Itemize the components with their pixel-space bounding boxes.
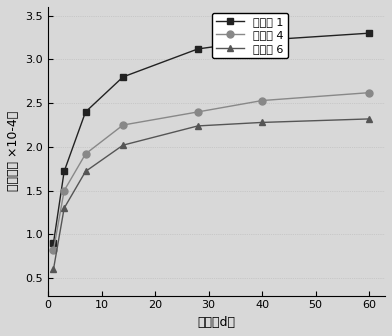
配合比 1 (83, 110, 88, 114)
配合比 6 (121, 143, 125, 147)
配合比 1 (51, 241, 56, 245)
配合比 4 (121, 123, 125, 127)
配合比 6 (83, 169, 88, 173)
配合比 4 (51, 248, 56, 252)
Line: 配合比 1: 配合比 1 (50, 30, 372, 247)
Line: 配合比 4: 配合比 4 (50, 89, 372, 254)
Line: 配合比 6: 配合比 6 (50, 116, 372, 273)
配合比 6 (367, 117, 371, 121)
配合比 4 (196, 110, 200, 114)
Legend: 配合比 1, 配合比 4, 配合比 6: 配合比 1, 配合比 4, 配合比 6 (212, 12, 288, 58)
配合比 4 (62, 188, 67, 193)
配合比 1 (367, 31, 371, 35)
X-axis label: 龄期（d）: 龄期（d） (198, 316, 236, 329)
配合比 4 (260, 98, 264, 102)
配合比 6 (196, 124, 200, 128)
配合比 4 (83, 152, 88, 156)
配合比 6 (51, 267, 56, 271)
配合比 1 (62, 169, 67, 173)
配合比 6 (260, 120, 264, 124)
配合比 1 (260, 38, 264, 42)
配合比 4 (367, 91, 371, 95)
配合比 1 (121, 75, 125, 79)
配合比 6 (62, 206, 67, 210)
配合比 1 (196, 47, 200, 51)
Y-axis label: 收缩率（ ×10-4）: 收缩率（ ×10-4） (7, 111, 20, 192)
